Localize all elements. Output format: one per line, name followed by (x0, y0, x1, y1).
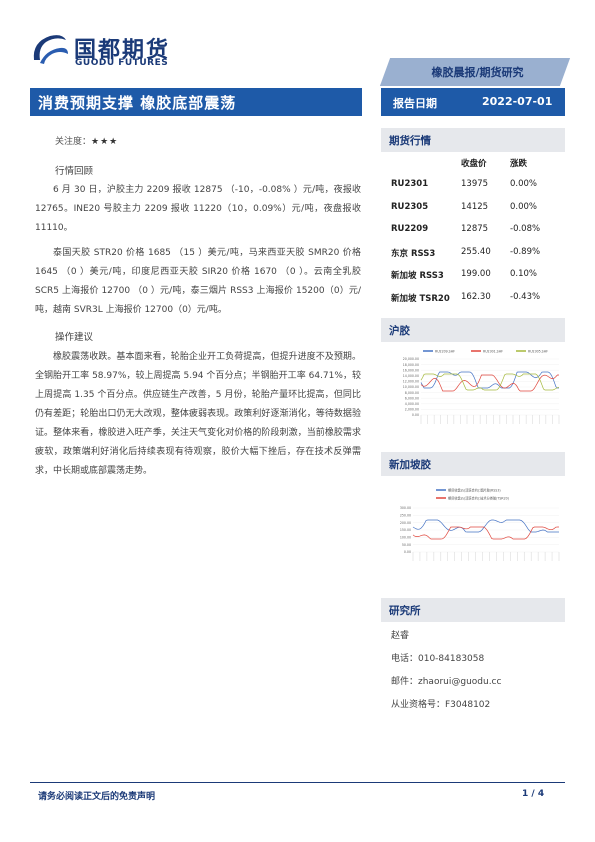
quote-price: 255.40 (461, 246, 491, 257)
y-tick-label: 20,000.00 (403, 357, 419, 361)
quote-row: RU2305 14125 0.00% (391, 202, 561, 214)
y-tick-label: 8,000.00 (405, 391, 419, 395)
y-tick-label: 4,000.00 (405, 402, 419, 406)
y-tick-label: 200.00 (400, 521, 411, 525)
attention-label: 关注度： (55, 137, 92, 147)
y-tick-label: 12,000.00 (403, 380, 419, 384)
review-heading: 行情回顾 (55, 166, 94, 177)
quote-name: 东京 RSS3 (391, 248, 436, 259)
quote-name: RU2301 (391, 179, 429, 189)
quote-name: 新加坡 RSS3 (391, 271, 444, 282)
quote-row: 新加坡 RSS3 199.00 0.10% (391, 269, 561, 281)
quote-row: RU2209 12875 -0.08% (391, 224, 561, 236)
quote-change: -0.43% (510, 292, 541, 302)
shanghai-rubber-chart: RU2209.SHF RU2301.SHF RU2305.SHF 20,000.00… (403, 350, 560, 424)
y-tick-label: 300.00 (400, 506, 411, 510)
quote-row: 东京 RSS3 255.40 -0.89% (391, 247, 561, 259)
research-panel-header: 研究所 (381, 598, 565, 622)
researcher-license: 从业资格号：F3048102 (391, 700, 491, 710)
title-bar (30, 88, 362, 116)
guodu-logo: 国都期货 GUODU FUTURES (30, 28, 180, 72)
singapore-heading: 新加坡胶 (389, 459, 431, 471)
date-bar (381, 88, 565, 116)
brand-name-en: GUODU FUTURES (75, 58, 169, 68)
y-tick-label: 0.00 (412, 413, 419, 417)
footer-disclaimer: 请务必阅读正文后的免责声明 (38, 792, 156, 802)
researcher-name: 赵睿 (391, 631, 410, 641)
quote-price: 13975 (461, 179, 489, 189)
y-tick-label: 150.00 (400, 528, 411, 532)
quotes-col-price: 收盘价 (461, 159, 487, 169)
y-tick-label: 250.00 (400, 514, 411, 518)
quote-name: RU2305 (391, 201, 429, 212)
shanghai-panel-header: 沪胶 (381, 318, 565, 342)
brand-name-cn: 国都期货 (74, 38, 171, 63)
footer-divider (30, 782, 565, 783)
review-paragraph-2: 泰国天胶 STR20 价格 1685 （15 ）美元/吨，马来西亚天胶 SMR2… (35, 248, 361, 315)
quote-row: 新加坡 TSR20 162.30 -0.43% (391, 292, 561, 304)
y-tick-label: 2,000.00 (405, 408, 419, 412)
quote-change: 0.00% (510, 179, 538, 189)
y-tick-label: 14,000.00 (403, 374, 419, 378)
attention-stars: ★★★ (91, 137, 119, 147)
quote-change: 0.00% (510, 201, 538, 212)
quote-row: RU2301 13975 0.00% (391, 179, 561, 191)
singapore-rubber-chart: 期货收盘价(活跃合约):烟片胶(RSS3) 期货收盘价(活跃合约):技术分类胶(T… (400, 488, 560, 561)
researcher-email[interactable]: 邮件：zhaorui@guodu.cc (391, 677, 502, 687)
advice-paragraph: 橡胶震荡收跌。基本面来看，轮胎企业开工负荷提高，但提升进度不及预期。全钢胎开工率… (35, 352, 361, 476)
report-date-value: 2022-07-01 (482, 95, 553, 108)
y-tick-label: 18,000.00 (403, 363, 419, 367)
guodu-logo-icon (33, 35, 68, 64)
series-line (420, 371, 559, 389)
quote-price: 14125 (461, 201, 489, 212)
shanghai-heading: 沪胶 (389, 325, 410, 337)
quotes-col-change: 涨跌 (510, 159, 528, 169)
report-date-label: 报告日期 (393, 97, 437, 110)
series-line (420, 374, 559, 392)
y-tick-label: 50.00 (402, 543, 411, 547)
legend-label: RU2209.SHF (435, 350, 455, 354)
page-number: 1 / 4 (522, 789, 545, 799)
y-tick-label: 0.00 (404, 550, 411, 554)
quote-price: 12875 (461, 224, 489, 235)
quote-price: 199.00 (461, 269, 491, 280)
quote-name: 新加坡 TSR20 (391, 294, 450, 304)
y-tick-label: 16,000.00 (403, 368, 419, 372)
quote-price: 162.30 (461, 292, 491, 302)
advice-heading: 操作建议 (55, 332, 94, 343)
y-tick-label: 100.00 (400, 536, 411, 540)
quotes-heading: 期货行情 (389, 135, 431, 147)
report-tag: 橡胶晨报/期货研究 (431, 66, 524, 79)
series-line (412, 519, 559, 533)
quote-change: -0.08% (510, 224, 541, 235)
legend-label: 期货收盘价(活跃合约):烟片胶(RSS3) (448, 488, 501, 493)
research-heading: 研究所 (389, 605, 421, 617)
quote-change: -0.89% (510, 246, 541, 257)
report-title: 消费预期支撑 橡胶底部震荡 (38, 94, 237, 112)
review-paragraph-1: 6 月 30 日，沪胶主力 2209 报收 12875 （-10，-0.08% … (35, 185, 361, 233)
series-line (420, 373, 560, 391)
quote-name: RU2209 (391, 224, 429, 235)
legend-label: RU2305.SHF (528, 350, 548, 354)
researcher-phone: 电话：010-84183058 (391, 654, 485, 664)
attention-rating: 关注度：★★★ (55, 134, 118, 147)
legend-label: 期货收盘价(活跃合约):技术分类胶(TSR20) (448, 496, 509, 501)
legend-label: RU2301.SHF (483, 350, 503, 354)
singapore-panel-header: 新加坡胶 (381, 452, 565, 476)
y-tick-label: 6,000.00 (405, 396, 419, 400)
quotes-panel-header: 期货行情 (381, 128, 565, 152)
series-line (412, 526, 559, 540)
y-tick-label: 10,000.00 (403, 385, 419, 389)
quote-change: 0.10% (510, 269, 538, 280)
